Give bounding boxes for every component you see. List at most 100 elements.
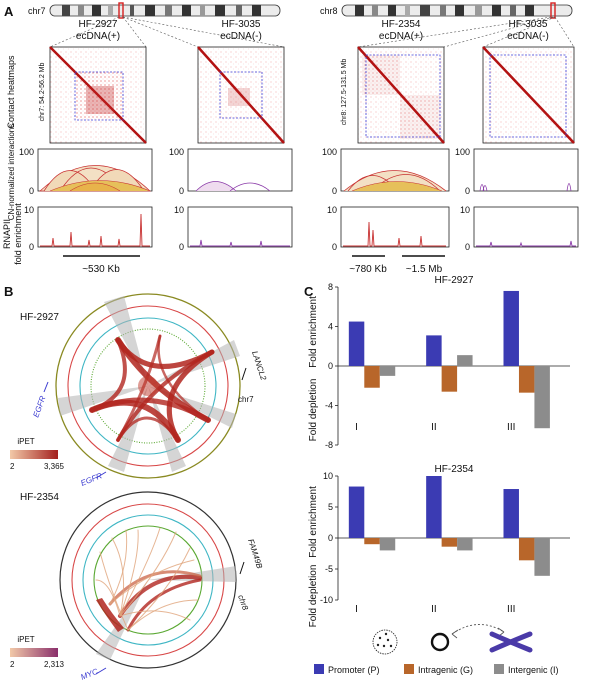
bar-i-intergenic — [379, 538, 396, 551]
bar-ii-intragenic — [441, 538, 458, 547]
rnapii-axis: 10 0 10 0 10 0 10 0 — [24, 205, 470, 252]
sample-name-2: HF-3035 — [222, 19, 261, 30]
chr7-label: chr7 — [28, 6, 46, 16]
chr8-ideogram — [341, 2, 573, 19]
egfr-arrow-1 — [43, 381, 49, 393]
svg-text:Fold enrichment: Fold enrichment — [308, 296, 319, 368]
svg-text:Fold depletion: Fold depletion — [308, 379, 319, 442]
rnapii-track-4 — [473, 206, 579, 248]
bar-ii-promoter — [426, 335, 442, 366]
svg-text:0: 0 — [465, 186, 470, 196]
interaction-track-3 — [340, 148, 450, 192]
svg-text:~780 Kb: ~780 Kb — [349, 264, 387, 275]
condensed-chromatin-icon — [372, 629, 398, 655]
lancl2-arrow — [241, 367, 247, 381]
bar-i-intragenic — [364, 538, 380, 545]
circos-top-sample: HF-2927 — [20, 312, 59, 323]
sample-status-3: ecDNA(+) — [379, 31, 423, 42]
svg-text:~530 Kb: ~530 Kb — [82, 264, 120, 275]
heatmap-4 — [482, 46, 575, 144]
svg-text:2,313: 2,313 — [44, 660, 65, 669]
interaction-track-4 — [473, 148, 579, 192]
svg-text:0: 0 — [179, 242, 184, 252]
svg-text:100: 100 — [169, 147, 184, 157]
svg-text:chr8: 127.5-131.5 Mb: chr8: 127.5-131.5 Mb — [341, 59, 348, 126]
svg-text:iPET: iPET — [17, 437, 34, 446]
panel-a-label: A — [4, 4, 14, 19]
category-label: I — [355, 604, 358, 615]
bar-ii-intergenic — [457, 538, 473, 551]
svg-text:100: 100 — [322, 147, 337, 157]
ylabel-enrichment-bottom: Fold enrichment — [308, 486, 319, 558]
region-label-chr7: chr7: 54.2-56.2 Mb — [39, 63, 46, 122]
chr8-label: chr8 — [320, 6, 338, 16]
rnapii-track-3 — [340, 206, 450, 248]
category-label: II — [431, 604, 437, 615]
chr7-circos-label: chr7 — [238, 395, 254, 404]
bar-i-intragenic — [364, 366, 380, 388]
svg-text:2: 2 — [10, 660, 15, 669]
interaction-track-1 — [37, 148, 153, 192]
gene-egfr-2: EGFR — [79, 471, 103, 488]
gene-fam49b: FAM49B — [246, 538, 264, 570]
sample-name-3: HF-2354 — [382, 19, 421, 30]
interaction-track-2 — [187, 148, 293, 192]
panel-c-label: C — [304, 284, 314, 299]
svg-text:10: 10 — [174, 205, 184, 215]
rnapii-track-1 — [37, 206, 153, 248]
svg-text:Intergenic (I): Intergenic (I) — [508, 665, 559, 675]
svg-text:100: 100 — [455, 147, 470, 157]
svg-text:0: 0 — [29, 186, 34, 196]
heatmap-3 — [357, 46, 445, 144]
legend-promoter: Promoter (P) — [314, 664, 380, 675]
svg-text:0: 0 — [332, 186, 337, 196]
bar-i-promoter — [348, 321, 365, 366]
svg-text:iPET: iPET — [17, 635, 34, 644]
svg-text:Contact heatmaps: Contact heatmaps — [6, 55, 16, 129]
y-tick-label: -5 — [325, 564, 333, 574]
ylabel-depletion-top: Fold depletion — [308, 379, 319, 442]
svg-text:0: 0 — [465, 242, 470, 252]
panel-b-label: B — [4, 284, 13, 299]
svg-text:2: 2 — [10, 462, 15, 471]
legend-intergenic: Intergenic (I) — [494, 664, 559, 675]
y-tick-label: 4 — [328, 322, 333, 332]
row-label-interactions: CN-normalized interactions — [7, 124, 16, 220]
circos-bottom-sample: HF-2354 — [20, 492, 59, 503]
ipet-legend-top: iPET 2 3,365 — [10, 437, 65, 471]
category-label: III — [507, 422, 515, 433]
bar-ii-intragenic — [441, 366, 458, 392]
svg-text:Promoter (P): Promoter (P) — [328, 665, 380, 675]
sample-status-2: ecDNA(-) — [220, 31, 262, 42]
heatmap-2 — [197, 46, 285, 144]
circos-plot-hf2354 — [59, 491, 237, 669]
bar-ii-intergenic — [457, 355, 473, 366]
ipet-legend-bottom: iPET 2 2,313 — [10, 635, 65, 669]
sample-status-1: ecDNA(+) — [76, 31, 120, 42]
ylabel-depletion-bottom: Fold depletion — [308, 565, 319, 628]
bar-iii-intergenic — [534, 538, 550, 576]
chr7-ideogram — [49, 2, 281, 19]
svg-text:~1.5 Mb: ~1.5 Mb — [406, 264, 443, 275]
svg-text:10: 10 — [460, 205, 470, 215]
chromosome-icon — [489, 631, 533, 653]
myc-arrow — [95, 667, 107, 675]
bar-ii-promoter — [426, 476, 442, 538]
row-label-rnapii: RNAPII fold enrichment — [2, 203, 23, 265]
fam49b-arrow — [239, 561, 245, 575]
chr8-circos-label: chr8 — [236, 594, 250, 612]
sample-name-4: HF-3035 — [509, 19, 548, 30]
legend-intragenic: Intragenic (G) — [404, 664, 473, 675]
category-label: I — [355, 422, 358, 433]
region-label-chr8: chr8: 127.5-131.5 Mb — [341, 59, 348, 126]
sample-name-1: HF-2927 — [79, 19, 118, 30]
y-tick-label: -8 — [325, 440, 333, 450]
chart-title: HF-2354 — [435, 464, 474, 475]
scalebar-530kb: ~530 Kb — [63, 255, 140, 275]
svg-text:fold enrichment: fold enrichment — [13, 203, 23, 265]
svg-text:0: 0 — [29, 242, 34, 252]
y-tick-label: 0 — [328, 533, 333, 543]
svg-text:RNAPII: RNAPII — [2, 219, 12, 249]
category-label: III — [507, 604, 515, 615]
